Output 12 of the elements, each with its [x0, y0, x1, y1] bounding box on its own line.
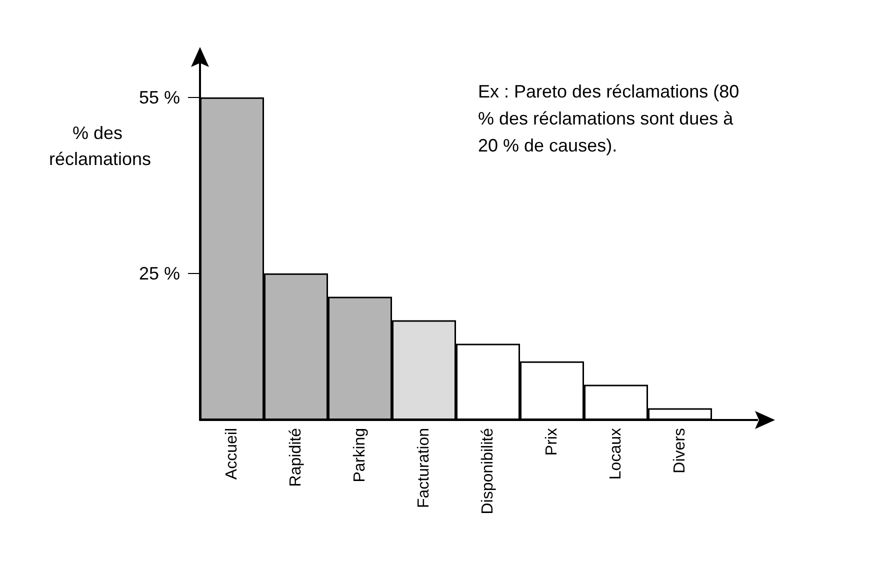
x-tick-label: Locaux	[608, 428, 624, 480]
y-axis-title: % des réclamations	[48, 123, 152, 169]
y-tick-label: 25 %	[138, 263, 180, 284]
annotation: Ex : Pareto des réclamations (80 % des réclamations sont dues à 20 % de causes).	[478, 82, 744, 156]
x-tick-label: Divers	[672, 428, 688, 474]
x-tick-label: Facturation	[416, 428, 432, 508]
y-tick-label: 55 %	[138, 87, 180, 108]
x-tick-label: Accueil	[224, 428, 240, 480]
x-tick-label: Rapidité	[288, 428, 304, 487]
x-tick-label: Parking	[352, 428, 368, 482]
x-tick-label: Prix	[544, 428, 560, 456]
x-tick-label: Disponibilité	[480, 428, 496, 514]
